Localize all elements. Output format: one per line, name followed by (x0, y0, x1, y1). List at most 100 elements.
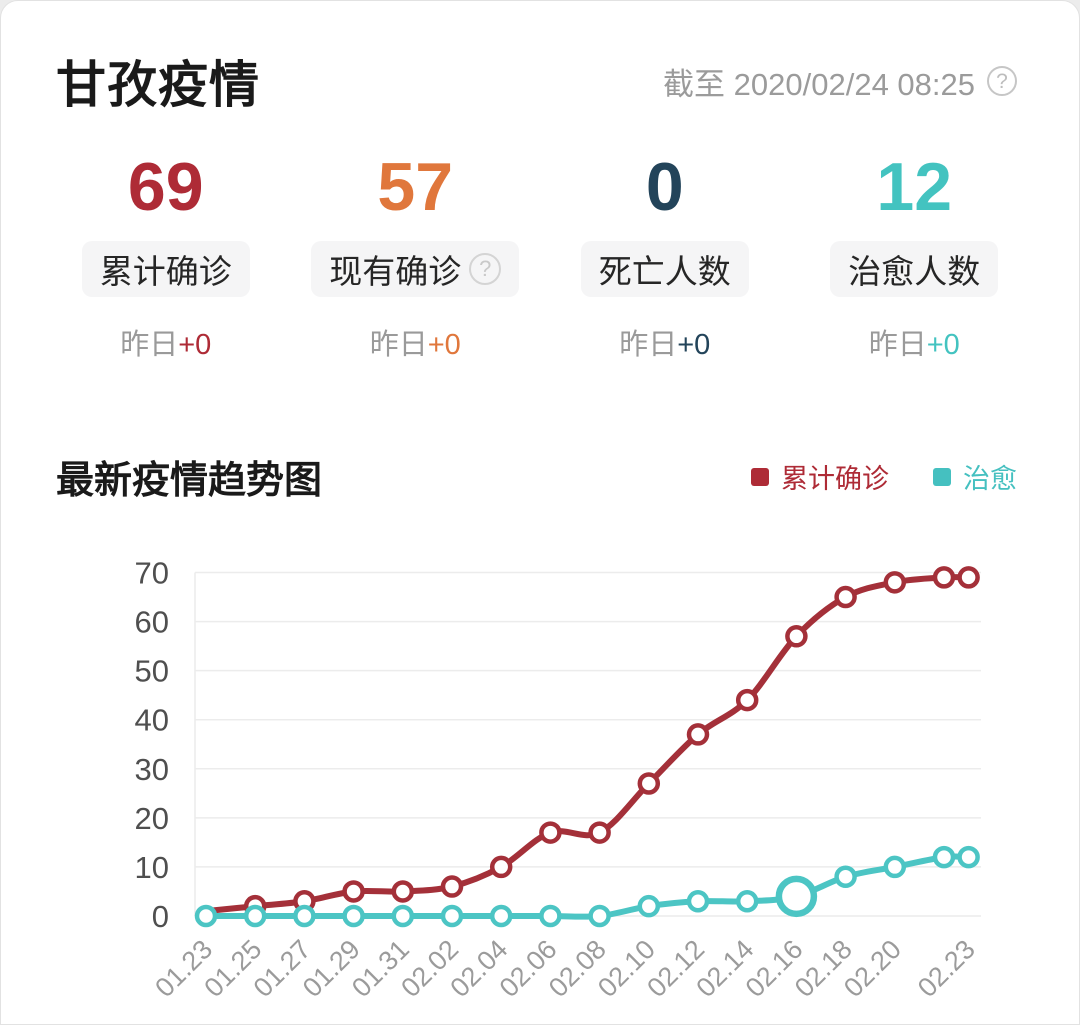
data-point-marker[interactable] (637, 772, 661, 795)
x-tick-label: 01.29 (297, 934, 366, 1003)
delta-value: +0 (926, 329, 960, 361)
x-tick-label: 02.06 (494, 934, 563, 1003)
data-point-marker[interactable] (834, 865, 857, 888)
as-of-timestamp: 截至 2020/02/24 08:25 ? (663, 59, 1017, 104)
y-tick-label: 60 (135, 605, 169, 640)
legend-label: 治愈 (963, 464, 1017, 494)
legend-item-cured[interactable]: 治愈 (933, 457, 1017, 496)
data-point-marker[interactable] (440, 904, 464, 928)
data-point-marker[interactable] (391, 904, 415, 928)
y-tick-label: 10 (135, 850, 169, 885)
data-point-marker[interactable] (637, 894, 661, 918)
x-tick-label: 02.04 (444, 934, 513, 1003)
data-point-marker[interactable] (489, 904, 513, 928)
stat-value: 12 (876, 149, 953, 225)
stat-label-pill: 现有确诊 ? (311, 241, 520, 297)
x-tick-label: 02.14 (690, 934, 759, 1003)
y-tick-label: 50 (135, 654, 169, 689)
y-tick-label: 0 (152, 899, 169, 934)
help-icon[interactable]: ? (469, 253, 502, 285)
data-point-marker[interactable] (735, 890, 759, 913)
y-tick-label: 30 (135, 752, 169, 787)
legend-label: 累计确诊 (781, 464, 889, 494)
legend-swatch-confirmed (751, 467, 769, 486)
data-point-marker[interactable] (957, 845, 980, 869)
data-point-marker[interactable] (243, 904, 267, 928)
delta-prefix: 昨日 (619, 329, 678, 361)
data-point-marker[interactable] (194, 904, 218, 928)
data-point-marker[interactable] (391, 880, 415, 903)
data-point-marker[interactable] (785, 625, 808, 648)
gridlines (194, 571, 981, 917)
x-axis-labels: 01.2301.2501.2701.2901.3102.0202.0402.06… (149, 934, 981, 1003)
data-point-marker[interactable] (735, 688, 759, 712)
x-tick-label: 01.25 (198, 934, 267, 1003)
page-title: 甘孜疫情 (56, 57, 260, 113)
delta-value: +0 (178, 329, 212, 361)
trend-section-header: 最新疫情趋势图 累计确诊 治愈 (56, 449, 1017, 504)
series-line (203, 574, 972, 915)
stat-delta: 昨日+0 (370, 321, 461, 363)
as-of-text: 截至 2020/02/24 08:25 (663, 66, 975, 102)
stat-value: 57 (377, 149, 454, 225)
stat-value: 69 (127, 149, 204, 225)
stats-row: 69 累计确诊 昨日+0 57 现有确诊 ? 昨日+0 0 死亡人数 (41, 153, 1039, 363)
trend-chart[interactable]: 0 10 20 30 40 50 60 70 01.2301.2501.2701.2901.31… (1, 531, 1080, 1025)
chart-legend: 累计确诊 治愈 (751, 457, 1017, 496)
data-point-marker[interactable] (932, 845, 956, 869)
stat-label: 治愈人数 (848, 253, 981, 290)
data-point-marker[interactable] (539, 821, 562, 844)
x-tick-label: 02.10 (592, 934, 661, 1003)
delta-prefix: 昨日 (868, 329, 927, 361)
legend-swatch-cured (933, 467, 951, 486)
stat-confirmed-current: 57 现有确诊 ? 昨日+0 (291, 153, 541, 363)
x-tick-label: 02.18 (789, 934, 858, 1003)
series-line (203, 853, 972, 920)
stat-delta: 昨日+0 (619, 321, 710, 363)
data-point-marker[interactable] (342, 904, 365, 928)
stat-confirmed-total: 69 累计确诊 昨日+0 (41, 153, 291, 363)
x-tick-label: 02.02 (395, 934, 464, 1003)
data-point-marker[interactable] (957, 566, 980, 589)
data-point-marker[interactable] (293, 904, 316, 928)
stat-label-pill: 累计确诊 (81, 241, 250, 297)
data-point-marker[interactable] (489, 855, 513, 879)
x-tick-label: 02.16 (740, 934, 809, 1003)
data-point-marker[interactable] (588, 904, 611, 928)
y-axis-labels: 0 10 20 30 40 50 60 70 (135, 556, 169, 935)
stat-delta: 昨日+0 (120, 321, 211, 363)
data-point-marker[interactable] (539, 904, 562, 928)
data-point-marker[interactable] (440, 875, 464, 898)
stat-deaths: 0 死亡人数 昨日+0 (540, 153, 790, 363)
data-point-marker[interactable] (342, 880, 365, 903)
data-point-marker[interactable] (932, 566, 956, 589)
stat-label-pill: 治愈人数 (830, 241, 999, 297)
x-tick-label: 02.12 (641, 934, 710, 1003)
x-tick-label: 02.20 (838, 934, 907, 1003)
data-point-marker[interactable] (588, 821, 611, 844)
data-point-marker[interactable] (883, 571, 907, 594)
data-point-marker[interactable] (834, 585, 857, 609)
x-tick-label: 01.27 (248, 934, 317, 1003)
x-tick-label: 02.23 (912, 934, 981, 1003)
y-tick-label: 70 (135, 556, 169, 591)
x-tick-label: 02.08 (543, 934, 612, 1003)
data-point-marker[interactable] (686, 723, 710, 746)
series-confirmed (203, 566, 980, 918)
stat-label: 死亡人数 (598, 253, 731, 290)
delta-prefix: 昨日 (120, 329, 179, 361)
stat-delta: 昨日+0 (869, 321, 960, 363)
data-point-marker[interactable] (883, 855, 907, 879)
y-tick-label: 20 (135, 801, 169, 836)
help-icon[interactable]: ? (987, 66, 1017, 96)
x-tick-label: 01.23 (149, 934, 218, 1003)
trend-title: 最新疫情趋势图 (56, 460, 323, 502)
stat-label-pill: 死亡人数 (580, 241, 749, 297)
data-point-marker[interactable] (686, 890, 710, 913)
stat-label: 现有确诊 (329, 253, 462, 290)
stat-label: 累计确诊 (99, 253, 232, 290)
y-tick-label: 40 (135, 703, 169, 738)
legend-item-confirmed[interactable]: 累计确诊 (751, 457, 889, 496)
highlighted-data-point[interactable] (775, 875, 818, 918)
